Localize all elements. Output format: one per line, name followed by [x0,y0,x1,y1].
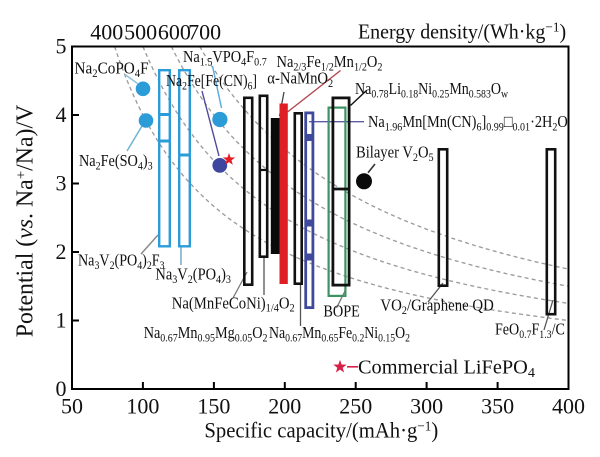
svg-text:1: 1 [56,307,67,332]
svg-text:Na0.78​Li0.18​Ni0.25​Mn0.583​O: Na0.78​Li0.18​Ni0.25​Mn0.583​Ow​ [355,80,508,101]
svg-text:700: 700 [188,20,221,45]
svg-text:200: 200 [268,394,301,419]
svg-text:100: 100 [126,394,159,419]
svg-text:Na3​V2​(PO4​)2​F3​: Na3​V2​(PO4​)2​F3​ [78,251,165,272]
svg-text:α-NaMnO2​: α-NaMnO2​ [267,70,333,91]
svg-text:BOPE: BOPE [323,302,360,320]
svg-text:3: 3 [56,170,67,195]
svg-text:Na1.96​Mn[Mn(CN)6​]0.99​□0.01​: Na1.96​Mn[Mn(CN)6​]0.99​□0.01​·2H2​O [368,113,568,134]
svg-text:4: 4 [56,102,67,127]
svg-text:Na0.67​Mn0.95​Mg0.05​O2​: Na0.67​Mn0.95​Mg0.05​O2​ [144,324,268,345]
svg-text:Na2/3​Fe1/2​Mn1/2​O2​: Na2/3​Fe1/2​Mn1/2​O2​ [277,53,383,74]
svg-text:Commercial LiFePO4​: Commercial LiFePO4​ [358,357,535,381]
svg-text:Energy density/(Wh·kg−1): Energy density/(Wh·kg−1) [358,19,566,43]
svg-text:Na2​Fe[Fe(CN)6​]: Na2​Fe[Fe(CN)6​] [166,72,257,93]
svg-text:Na1.5​VPO4​F0.7​: Na1.5​VPO4​F0.7​ [183,48,267,69]
svg-text:Na2​Fe(SO4​)3​: Na2​Fe(SO4​)3​ [79,152,153,173]
svg-text:2: 2 [56,239,67,264]
svg-text:5: 5 [56,33,67,58]
svg-text:Na2​CoPO4​F: Na2​CoPO4​F [75,60,149,80]
svg-text:400: 400 [90,20,123,45]
svg-text:250: 250 [339,394,372,419]
svg-text:150: 150 [197,394,230,419]
svg-text:FeO0.7​F1.3​/C: FeO0.7​F1.3​/C [495,320,565,341]
svg-text:Na(MnFeCoNi)1/4​O2​: Na(MnFeCoNi)1/4​O2​ [172,294,295,315]
svg-text:600: 600 [158,20,191,45]
svg-text:Potential (vs. Na+/Na)/V: Potential (vs. Na+/Na)/V [13,105,39,338]
svg-text:Specific capacity/(mAh·g−1): Specific capacity/(mAh·g−1) [204,418,438,443]
svg-text:Na3​V2​(PO4​)3​: Na3​V2​(PO4​)3​ [155,265,231,286]
svg-text:50: 50 [61,394,83,419]
svg-text:Bilayer V2​O5​: Bilayer V2​O5​ [356,144,434,165]
svg-text:0: 0 [56,376,67,401]
svg-text:500: 500 [124,20,157,45]
svg-text:Na0.67​Mn0.65​Fe0.2​Ni0.15​O2​: Na0.67​Mn0.65​Fe0.2​Ni0.15​O2​ [269,324,410,345]
svg-text:400: 400 [552,394,585,419]
svg-text:300: 300 [410,394,443,419]
svg-text:VO2​/Graphene QD: VO2​/Graphene QD [380,297,493,317]
svg-text:350: 350 [481,394,514,419]
